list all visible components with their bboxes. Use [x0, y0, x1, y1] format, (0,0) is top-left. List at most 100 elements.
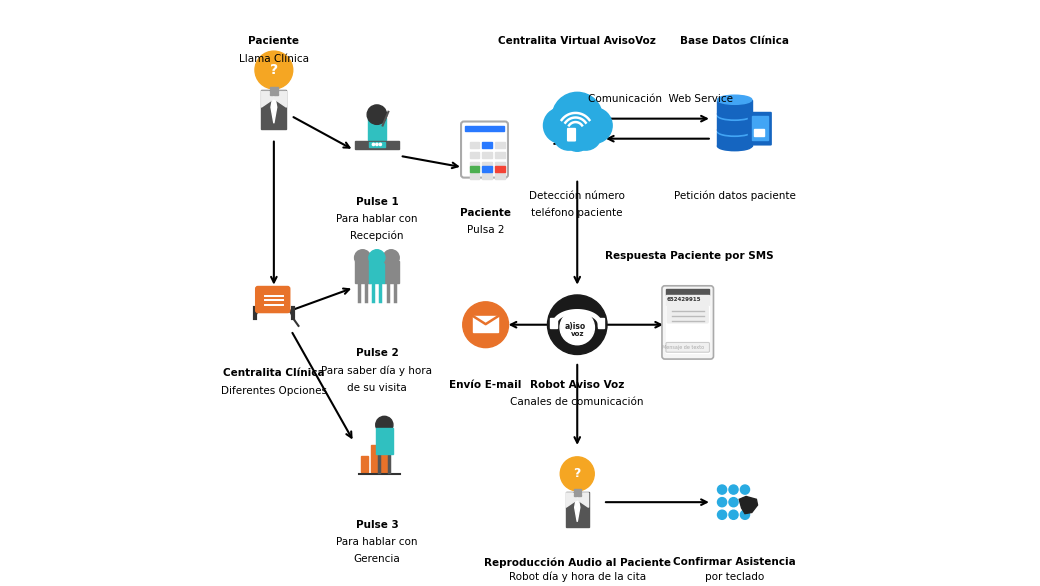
Bar [495, 142, 504, 148]
Ellipse shape [718, 111, 752, 120]
Text: Paciente: Paciente [460, 208, 511, 218]
Bar [470, 166, 479, 172]
Polygon shape [577, 493, 589, 507]
Text: Pulse 1: Pulse 1 [356, 197, 398, 207]
Bar [368, 118, 386, 141]
Bar [355, 261, 370, 283]
Text: Detección número: Detección número [529, 191, 625, 201]
Bar [361, 456, 368, 472]
Circle shape [729, 485, 738, 494]
Bar [355, 141, 398, 149]
Bar [495, 162, 504, 168]
Bar [495, 172, 504, 179]
Text: Llama Clínica: Llama Clínica [239, 53, 309, 63]
Circle shape [375, 416, 393, 434]
Text: Centralita Virtual AvisoVoz: Centralita Virtual AvisoVoz [498, 36, 656, 46]
Text: Mensaje de texto: Mensaje de texto [662, 345, 704, 350]
Text: Pulsa 2: Pulsa 2 [467, 225, 504, 235]
Circle shape [369, 250, 385, 266]
Circle shape [718, 510, 727, 519]
Bar [483, 166, 492, 172]
Circle shape [383, 250, 399, 266]
FancyBboxPatch shape [667, 305, 709, 323]
Bar [718, 132, 752, 146]
Circle shape [375, 143, 379, 145]
Bar [470, 152, 479, 158]
Polygon shape [566, 493, 577, 507]
FancyBboxPatch shape [567, 128, 576, 142]
Bar [550, 318, 556, 328]
Circle shape [553, 119, 584, 150]
Bar [574, 495, 581, 496]
Bar [269, 87, 278, 89]
Text: Gerencia: Gerencia [354, 554, 400, 564]
Bar [574, 489, 581, 491]
Ellipse shape [718, 110, 752, 118]
Ellipse shape [718, 125, 752, 135]
Bar [483, 152, 492, 158]
Ellipse shape [718, 127, 752, 137]
FancyBboxPatch shape [666, 342, 709, 352]
Polygon shape [739, 496, 757, 513]
Bar [718, 100, 752, 114]
FancyBboxPatch shape [661, 286, 713, 359]
FancyBboxPatch shape [748, 112, 772, 145]
Bar [470, 172, 479, 179]
Circle shape [576, 108, 613, 143]
Ellipse shape [718, 142, 752, 151]
Bar [269, 93, 278, 94]
Text: Centralita Clínica: Centralita Clínica [223, 369, 324, 379]
Bar [375, 428, 393, 454]
Text: Comunicación  Web Service: Comunicación Web Service [588, 94, 733, 104]
Bar [495, 166, 504, 172]
Text: Para saber día y hora: Para saber día y hora [321, 365, 433, 376]
Text: Canales de comunicación: Canales de comunicación [511, 397, 644, 407]
Polygon shape [271, 91, 277, 123]
Bar [483, 142, 492, 148]
Bar [666, 295, 709, 305]
Bar [752, 117, 768, 141]
Text: Confirmar Asistencia: Confirmar Asistencia [673, 557, 796, 567]
Bar [598, 318, 604, 328]
Circle shape [561, 457, 594, 491]
Text: Envío E-mail: Envío E-mail [449, 380, 522, 390]
Bar [261, 90, 286, 129]
Circle shape [561, 311, 595, 345]
Text: Para hablar con: Para hablar con [336, 537, 418, 547]
Polygon shape [274, 91, 286, 107]
Text: Para hablar con: Para hablar con [336, 214, 418, 224]
Circle shape [367, 105, 387, 124]
Bar [371, 445, 379, 472]
Bar [666, 289, 709, 295]
Circle shape [355, 250, 370, 266]
Circle shape [740, 510, 750, 519]
Text: a)iso: a)iso [565, 322, 587, 331]
Circle shape [740, 498, 750, 507]
Circle shape [372, 143, 374, 145]
Text: Pulse 2: Pulse 2 [356, 348, 398, 359]
Bar [465, 125, 504, 131]
Text: voz: voz [571, 331, 584, 337]
Text: Pulse 3: Pulse 3 [356, 520, 398, 530]
Polygon shape [261, 91, 274, 107]
Text: Reproducción Audio al Paciente: Reproducción Audio al Paciente [484, 557, 671, 567]
Circle shape [255, 51, 292, 89]
Bar [483, 162, 492, 168]
Circle shape [740, 485, 750, 494]
FancyBboxPatch shape [255, 286, 290, 314]
Text: Respuesta Paciente por SMS: Respuesta Paciente por SMS [604, 251, 773, 261]
FancyBboxPatch shape [461, 121, 508, 178]
Text: Robot día y hora de la cita: Robot día y hora de la cita [509, 571, 646, 582]
Polygon shape [575, 493, 580, 522]
Circle shape [729, 498, 738, 507]
Bar [382, 434, 389, 472]
Circle shape [729, 510, 738, 519]
Text: Base Datos Clínica: Base Datos Clínica [680, 36, 789, 46]
Bar [269, 90, 278, 92]
Bar [470, 142, 479, 148]
Circle shape [547, 295, 607, 355]
Text: de su visita: de su visita [347, 383, 407, 393]
Circle shape [552, 93, 602, 143]
Text: Robot Aviso Voz: Robot Aviso Voz [530, 380, 624, 390]
Circle shape [718, 498, 727, 507]
